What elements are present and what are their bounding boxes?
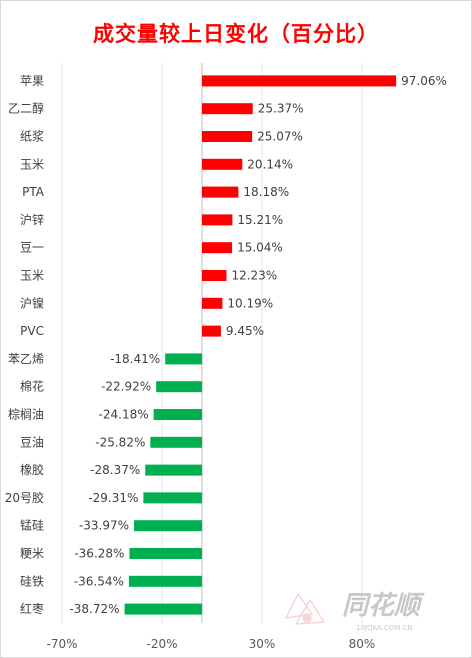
category-label: 棉花 bbox=[20, 379, 44, 394]
category-label: 苹果 bbox=[20, 74, 44, 88]
category-label: 纸浆 bbox=[20, 129, 44, 144]
bar bbox=[145, 464, 202, 476]
category-label: 玉米 bbox=[20, 269, 44, 283]
bar bbox=[202, 297, 223, 309]
data-label: 12.23% bbox=[231, 269, 277, 283]
data-label: -38.72% bbox=[69, 602, 119, 616]
bar bbox=[202, 131, 253, 142]
bar bbox=[124, 603, 202, 615]
data-label: 97.06% bbox=[401, 74, 447, 88]
bar bbox=[129, 548, 202, 559]
watermark-icon: 同花顺 10JQKA.COM.CN bbox=[284, 591, 425, 632]
bar bbox=[128, 575, 202, 587]
data-label: -28.37% bbox=[90, 463, 140, 477]
data-label: -24.18% bbox=[99, 408, 149, 422]
bar bbox=[153, 409, 202, 420]
data-label: -22.92% bbox=[101, 380, 151, 394]
bar bbox=[202, 75, 397, 87]
x-tick-label: -70% bbox=[46, 637, 77, 651]
data-label: -29.31% bbox=[88, 491, 138, 505]
data-label: 18.18% bbox=[243, 185, 289, 199]
data-label: 25.37% bbox=[258, 102, 304, 116]
data-label: 15.04% bbox=[237, 241, 283, 255]
watermark-subtext: 10JQKA.COM.CN bbox=[356, 624, 413, 632]
category-label: 硅铁 bbox=[20, 574, 44, 588]
bar bbox=[202, 103, 253, 115]
category-label: 锰硅 bbox=[20, 518, 44, 533]
category-label: PVC bbox=[20, 324, 44, 338]
category-label: PTA bbox=[22, 185, 45, 199]
bar bbox=[134, 520, 202, 532]
category-label: 粳米 bbox=[20, 547, 44, 561]
category-label: 豆油 bbox=[20, 435, 44, 449]
category-label: 20号胶 bbox=[5, 490, 44, 505]
data-label: 25.07% bbox=[257, 130, 303, 144]
data-label: 20.14% bbox=[247, 157, 293, 171]
data-label: 9.45% bbox=[226, 324, 264, 338]
category-label: 棕榈油 bbox=[8, 407, 44, 422]
x-tick-label: 80% bbox=[349, 637, 376, 651]
category-label: 橡胶 bbox=[20, 462, 44, 477]
bar bbox=[202, 325, 221, 337]
bar bbox=[156, 381, 202, 393]
watermark-logo: 同花顺 10JQKA.COM.CN bbox=[280, 584, 450, 640]
bar bbox=[165, 353, 202, 365]
category-label: 苯乙烯 bbox=[8, 352, 44, 366]
category-label: 乙二醇 bbox=[8, 101, 44, 116]
data-label: -18.41% bbox=[110, 352, 160, 366]
data-label: -33.97% bbox=[79, 519, 129, 533]
bar bbox=[202, 158, 243, 170]
bar bbox=[202, 242, 233, 254]
x-tick-label: 30% bbox=[249, 637, 276, 651]
category-label: 玉米 bbox=[20, 157, 44, 171]
category-label: 沪锌 bbox=[20, 213, 44, 227]
bar bbox=[202, 186, 239, 198]
chart-title: 成交量较上日变化（百分比） bbox=[93, 22, 379, 46]
data-label: 10.19% bbox=[227, 296, 273, 310]
category-label: 红枣 bbox=[20, 601, 44, 616]
category-label: 豆一 bbox=[20, 241, 44, 255]
x-tick-label: -20% bbox=[146, 637, 177, 651]
data-label: 15.21% bbox=[237, 213, 283, 227]
bar bbox=[150, 436, 202, 448]
data-label: -25.82% bbox=[95, 435, 145, 449]
bar bbox=[143, 492, 202, 504]
data-label: -36.28% bbox=[74, 547, 124, 561]
bar bbox=[202, 214, 233, 226]
data-label: -36.54% bbox=[74, 574, 124, 588]
category-label: 沪镍 bbox=[20, 296, 44, 310]
bar bbox=[202, 270, 227, 281]
watermark-text: 同花顺 bbox=[342, 591, 425, 621]
